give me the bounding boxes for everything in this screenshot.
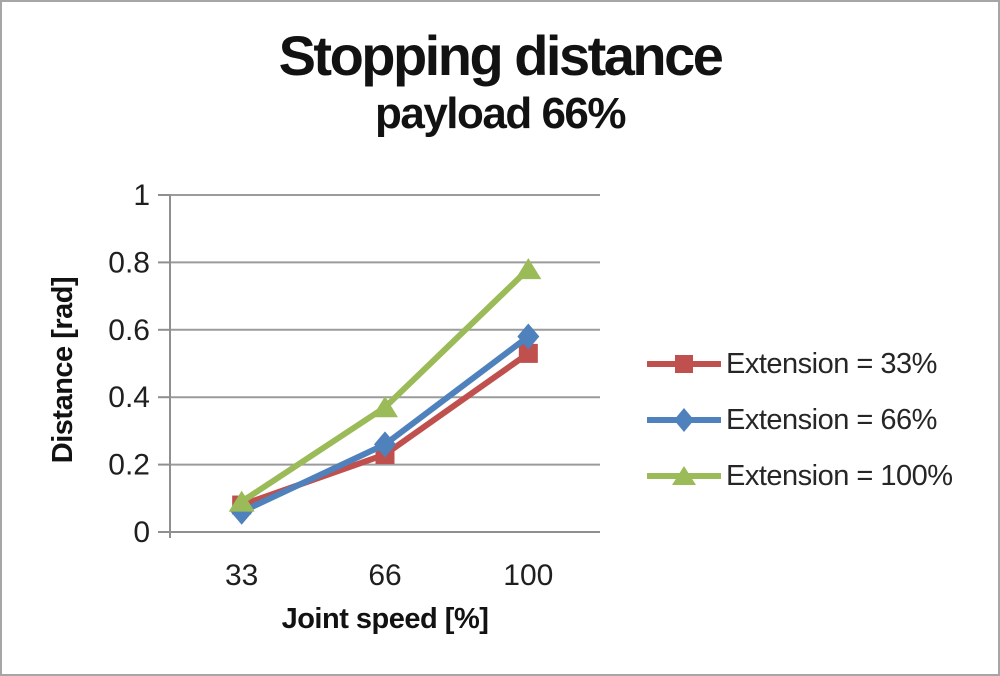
legend-label: Extension = 100% [726, 459, 953, 492]
marker-triangle-icon [228, 490, 255, 512]
y-tick-label: 0 [133, 516, 150, 549]
y-tick-label: 0.2 [108, 449, 150, 482]
y-tick-label: 0.8 [108, 246, 150, 279]
chart-title: Stopping distance [278, 24, 724, 87]
legend-marker-shape [674, 408, 694, 432]
legend-marker-shape [672, 466, 696, 485]
marker-square-icon [518, 343, 538, 363]
marker-diamond-icon [374, 431, 396, 458]
x-tick-label: 66 [368, 559, 401, 592]
y-tick-label: 0.6 [108, 314, 150, 347]
marker-diamond-icon [517, 323, 540, 350]
legend-marker-shape [675, 355, 693, 373]
marker-triangle-icon [372, 396, 398, 418]
x-tick-label: 100 [503, 559, 553, 592]
legend-marker-square-icon [647, 355, 721, 373]
marker-triangle-icon [515, 258, 542, 280]
legend-marker-triangle-icon [647, 466, 721, 485]
x-tick-label: 33 [225, 559, 258, 592]
y-tick-label: 0.4 [108, 381, 150, 414]
series-line [238, 350, 532, 509]
legend-entry: Extension = 100% [647, 452, 953, 500]
x-axis-title: Joint speed [%] [281, 603, 489, 635]
y-axis-title: Distance [rad] [47, 276, 79, 464]
legend-label: Extension = 33% [726, 347, 937, 380]
legend: Extension = 33% Extension = 66% Extension … [647, 340, 953, 500]
series-line [238, 333, 532, 515]
legend-marker-diamond-icon [647, 408, 721, 432]
y-tick-label: 1 [133, 179, 150, 212]
chart-subtitle: payload 66% [374, 89, 627, 138]
legend-label: Extension = 66% [726, 403, 937, 436]
legend-entry: Extension = 66% [647, 396, 953, 444]
legend-entry: Extension = 33% [647, 340, 953, 388]
